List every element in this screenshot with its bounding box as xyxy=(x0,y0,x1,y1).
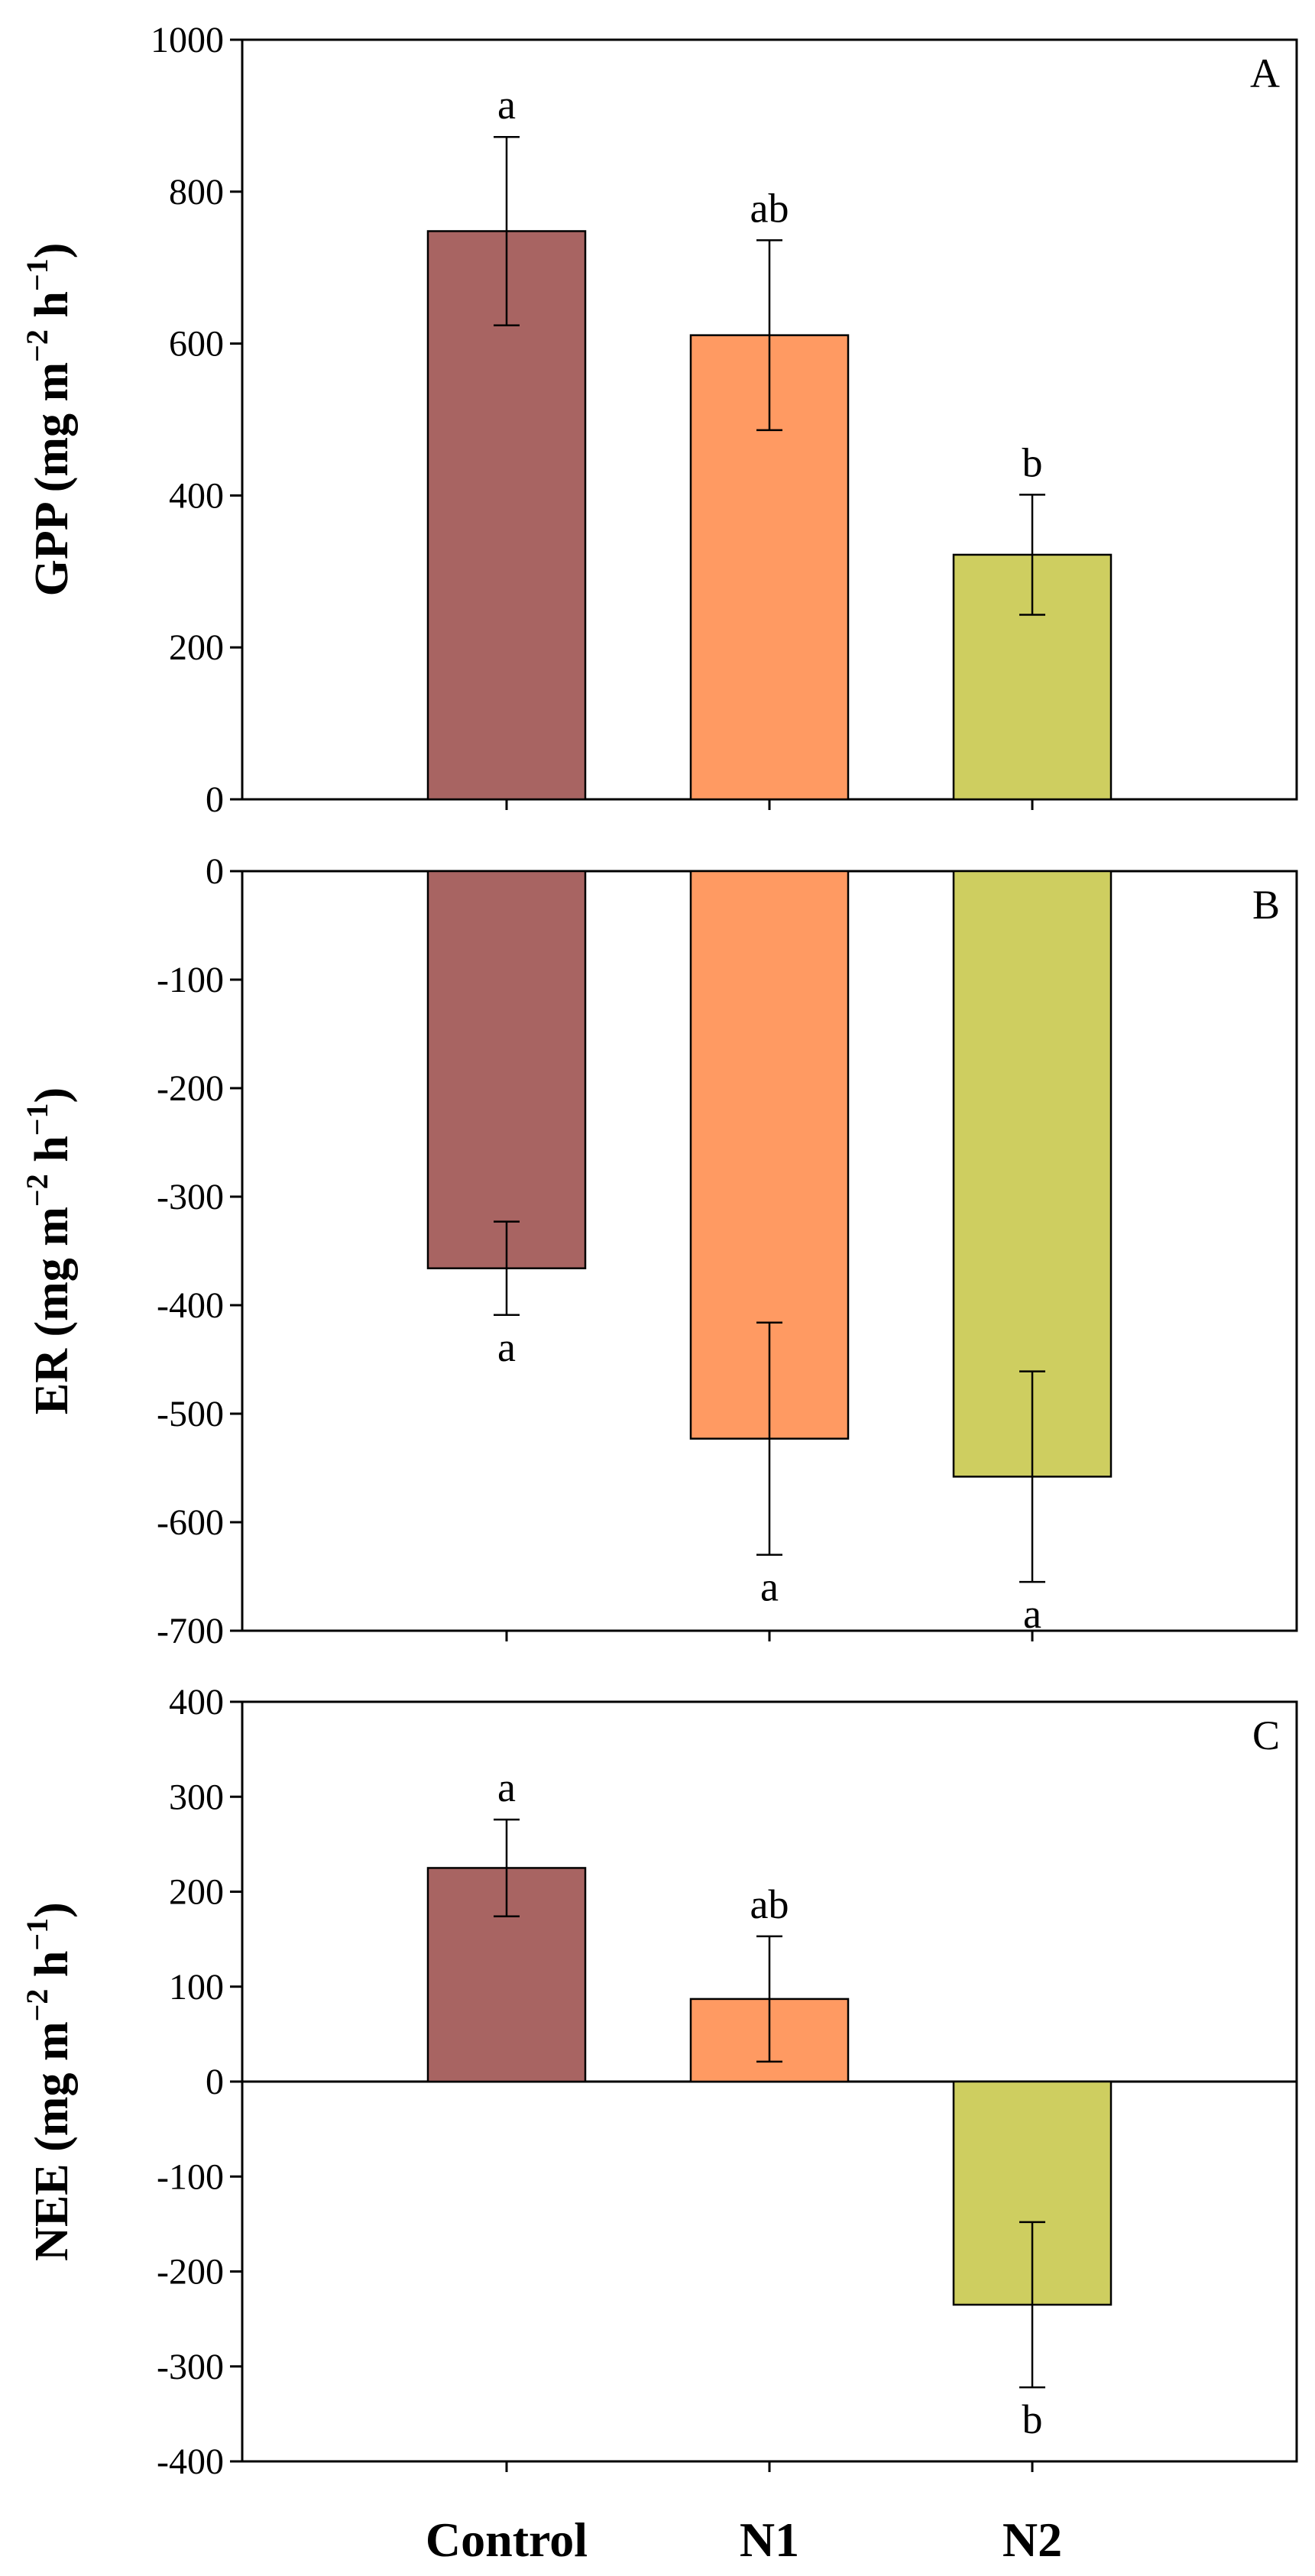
panel-b-ytick-label: -200 xyxy=(157,1068,224,1109)
panel-b-significance-control: a xyxy=(497,1324,516,1370)
panel-b-ylabel-end: ) xyxy=(26,1087,78,1103)
panel-b-ylabel-sup1: −2 xyxy=(20,1174,54,1207)
panel-b-ytick-label: 0 xyxy=(206,851,224,892)
panel-c-ylabel-mid: h xyxy=(26,1951,78,1989)
panel-c-significance-control: a xyxy=(497,1764,516,1810)
panel-a-ylabel-mid: h xyxy=(26,291,78,329)
panel-b-ylabel-sup2: −1 xyxy=(20,1103,54,1136)
panel-b-significance-n1: a xyxy=(760,1564,779,1610)
panel-a-ytick-label: 200 xyxy=(169,627,224,668)
panel-c-letter: C xyxy=(1252,1712,1280,1758)
panel-c-ytick-label: 100 xyxy=(169,1967,224,2007)
panel-b-ylabel: ER (mg m−2 h−1) xyxy=(20,1087,78,1414)
panel-a-significance-n2: b xyxy=(1022,439,1043,485)
panel-c-ylabel: NEE (mg m xyxy=(26,2021,78,2260)
panel-b-bar-control xyxy=(426,870,587,1269)
panel-c-ylabel-sup1: −2 xyxy=(20,1989,54,2022)
panel-b-significance-n2: a xyxy=(1023,1591,1041,1637)
panel-c-ylabel-sup2: −1 xyxy=(20,1918,54,1951)
x-category-label-n1: N1 xyxy=(740,2513,799,2567)
panel-c-significance-n1: ab xyxy=(750,1881,789,1927)
panel-a-ylabel: GPP (mg m−2 h−1) xyxy=(20,243,78,597)
x-category-labels: Control N1 N2 xyxy=(426,2513,1062,2567)
panel-a-ytick-label: 1000 xyxy=(151,20,224,60)
panel-c-ytick-label: -200 xyxy=(157,2252,224,2292)
panel-a-ytick-label: 800 xyxy=(169,172,224,212)
panel-c-ytick-label: 300 xyxy=(169,1777,224,1817)
panel-a-ytick-label: 400 xyxy=(169,475,224,516)
x-category-label-n2: N2 xyxy=(1002,2513,1062,2567)
panel-c-ylabel-end: ) xyxy=(26,1902,78,1918)
panel-c-ytick-label: 400 xyxy=(169,1682,224,1722)
panel-c-ytick-label: -400 xyxy=(157,2442,224,2482)
panel-b-ylabel: ER (mg m xyxy=(26,1207,78,1414)
panel-b-letter: B xyxy=(1252,882,1280,928)
panel-a-ylabel-sup2: −1 xyxy=(20,258,54,291)
panel-a-ytick-label: 600 xyxy=(169,324,224,365)
panel-b-ytick-label: -100 xyxy=(157,960,224,1000)
panel-c-ylabel: NEE (mg m−2 h−1) xyxy=(20,1902,78,2261)
x-category-label-control: Control xyxy=(426,2513,588,2567)
panel-b: -700 -600 -500 -400 -300 -200 -100 0 a a a B ER (mg … xyxy=(20,851,1298,1651)
panel-b-ytick-label: -700 xyxy=(157,1611,224,1651)
panel-a-letter: A xyxy=(1250,50,1280,96)
panel-b-ytick-label: -600 xyxy=(157,1502,224,1543)
panel-c-ytick-label: 200 xyxy=(169,1872,224,1913)
panel-a-ytick-label: 0 xyxy=(206,779,224,820)
panel-b-ytick-label: -500 xyxy=(157,1394,224,1434)
panel-a-ylabel-sup1: −2 xyxy=(20,329,54,362)
panel-a-significance-n1: ab xyxy=(750,185,789,231)
panel-b-ytick-label: -400 xyxy=(157,1285,224,1326)
panel-a-significance-control: a xyxy=(497,82,516,128)
panel-c-ytick-label: -100 xyxy=(157,2156,224,2197)
panel-c-significance-n2: b xyxy=(1022,2396,1043,2442)
panel-a-ylabel-end: ) xyxy=(26,243,78,259)
panel-c: -400 -300 -200 -100 0 100 200 300 400 a ab b C NEE (m… xyxy=(20,1682,1298,2482)
panel-a: 0 200 400 600 800 1000 a ab b A GPP (mg m−2 h−1) xyxy=(20,20,1298,820)
panel-b-ytick-label: -300 xyxy=(157,1177,224,1217)
panel-b-ylabel-mid: h xyxy=(26,1136,78,1174)
panel-a-ylabel: GPP (mg m xyxy=(26,362,78,597)
panel-c-ytick-label: -300 xyxy=(157,2347,224,2387)
panel-c-ytick-label: 0 xyxy=(206,2062,224,2102)
